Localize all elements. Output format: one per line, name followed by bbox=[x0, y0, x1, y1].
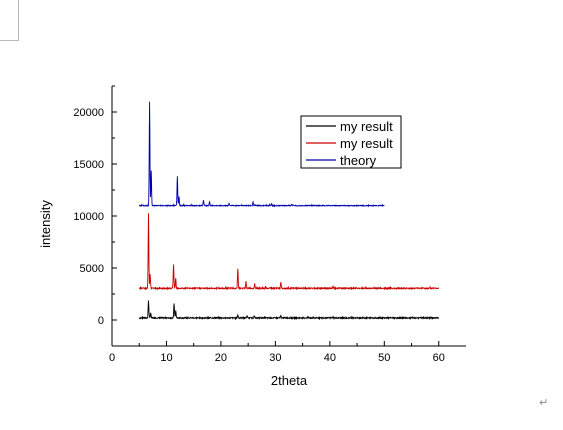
series-line-2 bbox=[139, 213, 439, 291]
legend-label-2: my result bbox=[340, 136, 393, 151]
series-line-3 bbox=[138, 101, 385, 208]
y-tick-label: 0 bbox=[98, 315, 104, 327]
paragraph-mark: ↵ bbox=[539, 396, 549, 409]
page-corner-mark bbox=[0, 0, 19, 41]
y-tick-label: 10000 bbox=[73, 211, 104, 223]
x-tick-label: 50 bbox=[378, 352, 390, 364]
legend-label-1: my result bbox=[340, 119, 393, 134]
x-tick-label: 30 bbox=[269, 352, 281, 364]
plot-lines bbox=[138, 101, 439, 321]
x-tick-label: 60 bbox=[433, 352, 445, 364]
x-tick-label: 20 bbox=[215, 352, 227, 364]
legend: my result my result theory bbox=[300, 115, 402, 169]
y-tick-label: 5000 bbox=[80, 263, 104, 275]
series-line-1 bbox=[138, 300, 439, 321]
legend-box bbox=[300, 115, 402, 169]
y-axis-title: intensity bbox=[38, 200, 53, 248]
x-tick-label: 0 bbox=[109, 352, 115, 364]
legend-label-3: theory bbox=[340, 153, 377, 168]
x-axis-title: 2theta bbox=[271, 373, 308, 388]
x-tick-label: 10 bbox=[160, 352, 172, 364]
tick-labels: 0 10 20 30 40 50 60 0 5000 10000 15000 20000 bbox=[73, 107, 444, 364]
x-tick-label: 40 bbox=[324, 352, 336, 364]
axes bbox=[111, 85, 466, 347]
y-tick-label: 20000 bbox=[73, 107, 104, 119]
y-tick-label: 15000 bbox=[73, 159, 104, 171]
